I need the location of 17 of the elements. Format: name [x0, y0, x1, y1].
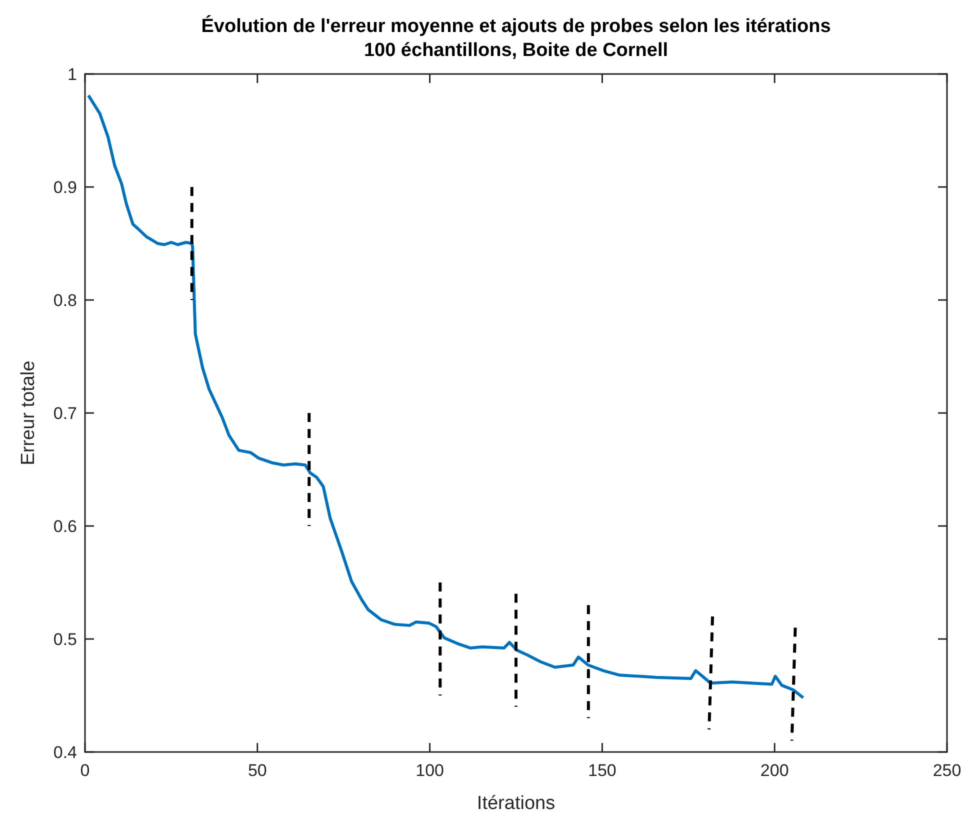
- y-axis-title: Erreur totale: [18, 360, 39, 466]
- y-tick-label: 0.9: [53, 178, 77, 197]
- x-tick-label: 50: [248, 761, 267, 780]
- y-tick-label: 1: [68, 64, 77, 84]
- y-tick-label: 0.4: [53, 742, 77, 762]
- x-tick-label: 100: [416, 761, 444, 780]
- x-tick-label: 150: [588, 761, 616, 780]
- x-tick-label: 0: [80, 761, 90, 780]
- x-tick-label: 200: [760, 761, 789, 780]
- chart-subtitle: 100 échantillons, Boite de Cornell: [364, 40, 668, 61]
- chart-title: Évolution de l'erreur moyenne et ajouts de probes selon les itérations: [201, 15, 831, 37]
- y-tick-label: 0.8: [53, 290, 77, 310]
- y-tick-label: 0.5: [53, 630, 77, 649]
- x-tick-label: 250: [932, 761, 962, 780]
- y-tick-label: 0.6: [53, 516, 77, 536]
- x-axis-title: Itérations: [476, 793, 556, 814]
- y-tick-label: 0.7: [53, 404, 77, 423]
